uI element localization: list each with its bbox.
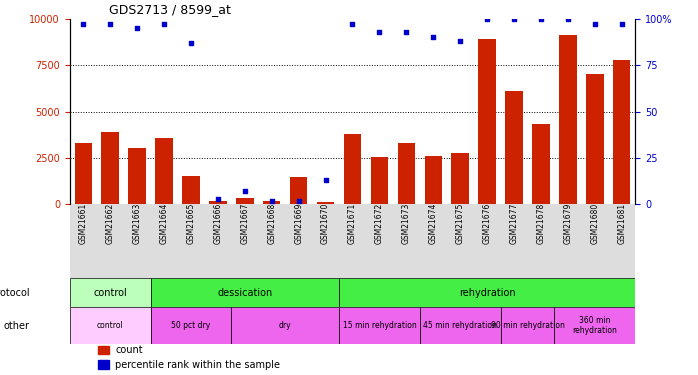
Point	[616, 21, 628, 27]
Text: rehydration: rehydration	[459, 288, 515, 298]
Bar	[613, 60, 630, 204]
Text: GDS2713 / 8599_at: GDS2713 / 8599_at	[110, 3, 231, 16]
Point	[293, 198, 304, 204]
Text: control: control	[97, 321, 124, 330]
Bar	[155, 138, 173, 204]
Bar	[559, 36, 577, 204]
Bar	[419, 307, 500, 344]
Bar	[236, 198, 253, 204]
Point	[535, 16, 547, 22]
Bar	[209, 201, 227, 204]
Bar	[339, 307, 419, 344]
Bar	[317, 202, 334, 204]
Bar	[151, 307, 231, 344]
Bar	[128, 148, 146, 204]
Point	[186, 40, 197, 46]
Text: percentile rank within the sample: percentile rank within the sample	[115, 360, 280, 369]
Text: 45 min rehydration: 45 min rehydration	[423, 321, 497, 330]
Bar	[98, 346, 110, 354]
Bar	[452, 153, 469, 204]
Point	[482, 16, 493, 22]
Text: dessication: dessication	[217, 288, 272, 298]
Point	[158, 21, 170, 27]
Bar	[398, 143, 415, 204]
Bar	[101, 132, 119, 204]
Bar	[98, 360, 110, 369]
Text: protocol: protocol	[0, 288, 29, 298]
Text: dry: dry	[279, 321, 292, 330]
Bar	[424, 156, 442, 204]
Bar	[263, 201, 281, 204]
Text: count: count	[115, 345, 142, 355]
Point	[347, 21, 358, 27]
Bar	[75, 143, 92, 204]
Bar	[343, 134, 362, 204]
Bar	[151, 279, 339, 307]
Bar	[290, 177, 307, 204]
Bar	[554, 307, 635, 344]
Bar	[371, 157, 388, 204]
Point	[105, 21, 116, 27]
Bar	[500, 307, 554, 344]
Point	[401, 29, 412, 35]
Point	[131, 25, 142, 31]
Text: control: control	[94, 288, 127, 298]
Point	[589, 21, 600, 27]
Text: 50 pct dry: 50 pct dry	[171, 321, 211, 330]
Point	[77, 21, 89, 27]
Point	[239, 188, 251, 194]
Bar	[586, 74, 604, 204]
Bar	[339, 279, 635, 307]
Point	[508, 16, 519, 22]
Bar	[532, 124, 550, 204]
Bar	[70, 279, 151, 307]
Bar	[505, 91, 523, 204]
Point	[428, 34, 439, 40]
Bar	[70, 307, 151, 344]
Point	[212, 196, 223, 202]
Point	[563, 16, 574, 22]
Text: 360 min
rehydration: 360 min rehydration	[572, 316, 617, 335]
Point	[266, 198, 277, 204]
Text: 15 min rehydration: 15 min rehydration	[343, 321, 416, 330]
Point	[454, 38, 466, 44]
Bar	[182, 176, 200, 204]
Text: other: other	[3, 321, 29, 331]
Point	[374, 29, 385, 35]
Bar	[478, 39, 496, 204]
Text: 90 min rehydration: 90 min rehydration	[491, 321, 565, 330]
Bar	[231, 307, 339, 344]
Point	[320, 177, 331, 183]
